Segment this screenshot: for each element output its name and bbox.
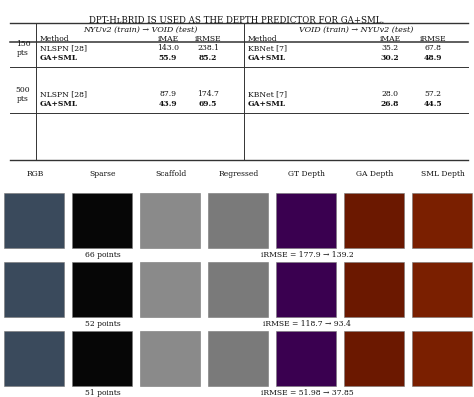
Text: NYUv2 (train) → VOID (test): NYUv2 (train) → VOID (test): [83, 26, 197, 34]
Text: 174.7: 174.7: [197, 90, 219, 98]
Text: 55.9: 55.9: [159, 54, 177, 62]
Text: 69.5: 69.5: [199, 100, 217, 108]
Text: iRMSE = 177.9 → 139.2: iRMSE = 177.9 → 139.2: [261, 251, 354, 259]
Text: iRMSE: iRMSE: [419, 35, 447, 43]
Bar: [412, 331, 472, 386]
Text: iRMSE = 118.7 → 93.4: iRMSE = 118.7 → 93.4: [263, 320, 351, 328]
Text: iRMSE = 51.98 → 37.85: iRMSE = 51.98 → 37.85: [261, 389, 354, 397]
Bar: [276, 193, 336, 248]
Bar: [344, 262, 404, 317]
Text: 143.0: 143.0: [157, 44, 179, 52]
Text: 51 points: 51 points: [85, 389, 121, 397]
Text: 500
pts: 500 pts: [16, 86, 30, 103]
Text: GA+SML: GA+SML: [248, 100, 286, 108]
Bar: [208, 331, 268, 386]
Bar: [208, 262, 268, 317]
Bar: [140, 331, 200, 386]
Bar: [412, 262, 472, 317]
Bar: [276, 331, 336, 386]
Bar: [344, 331, 404, 386]
Bar: [140, 262, 200, 317]
Text: RGB: RGB: [27, 170, 44, 178]
Text: Scaffold: Scaffold: [155, 170, 187, 178]
Text: Method: Method: [248, 35, 278, 43]
Text: 43.9: 43.9: [159, 100, 177, 108]
Text: DPT-HʟBRID IS USED AS THE DEPTH PREDICTOR FOR GA+SML.: DPT-HʟBRID IS USED AS THE DEPTH PREDICTO…: [90, 16, 384, 25]
Text: 35.2: 35.2: [382, 44, 399, 52]
Bar: [4, 331, 64, 386]
Text: iMAE: iMAE: [157, 35, 179, 43]
Text: Sparse: Sparse: [90, 170, 116, 178]
Text: GA+SML: GA+SML: [40, 54, 78, 62]
Bar: [72, 262, 132, 317]
Text: GA Depth: GA Depth: [356, 170, 394, 178]
Text: NLSPN [28]: NLSPN [28]: [40, 44, 87, 52]
Text: 57.2: 57.2: [425, 90, 441, 98]
Text: GA+SML: GA+SML: [40, 100, 78, 108]
Bar: [344, 193, 404, 248]
Text: iMAE: iMAE: [380, 35, 401, 43]
Text: 150
pts: 150 pts: [16, 40, 30, 57]
Text: GT Depth: GT Depth: [289, 170, 326, 178]
Bar: [140, 193, 200, 248]
Text: 66 points: 66 points: [85, 251, 121, 259]
Text: 87.9: 87.9: [159, 90, 176, 98]
Text: 28.0: 28.0: [382, 90, 399, 98]
Text: GA+SML: GA+SML: [248, 54, 286, 62]
Bar: [4, 262, 64, 317]
Bar: [72, 193, 132, 248]
Text: 85.2: 85.2: [199, 54, 217, 62]
Text: KBNet [7]: KBNet [7]: [248, 44, 287, 52]
Text: 52 points: 52 points: [85, 320, 121, 328]
Bar: [72, 331, 132, 386]
Text: Regressed: Regressed: [219, 170, 259, 178]
Text: KBNet [7]: KBNet [7]: [248, 90, 287, 98]
Text: 30.2: 30.2: [381, 54, 399, 62]
Text: 44.5: 44.5: [424, 100, 442, 108]
Bar: [4, 193, 64, 248]
Text: 238.1: 238.1: [197, 44, 219, 52]
Text: NLSPN [28]: NLSPN [28]: [40, 90, 87, 98]
Bar: [412, 193, 472, 248]
Text: iRMSE: iRMSE: [195, 35, 221, 43]
Bar: [208, 193, 268, 248]
Text: 67.8: 67.8: [425, 44, 441, 52]
Bar: [276, 262, 336, 317]
Text: 48.9: 48.9: [424, 54, 442, 62]
Text: Method: Method: [40, 35, 70, 43]
Text: 26.8: 26.8: [381, 100, 399, 108]
Text: SML Depth: SML Depth: [421, 170, 465, 178]
Text: VOID (train) → NYUv2 (test): VOID (train) → NYUv2 (test): [299, 26, 413, 34]
